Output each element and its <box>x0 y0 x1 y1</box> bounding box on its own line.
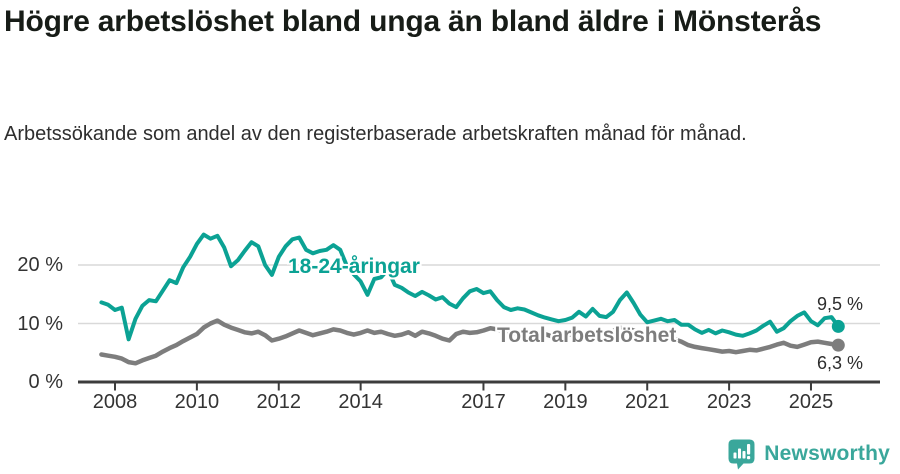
y-axis-tick-label: 10 % <box>17 312 63 335</box>
page-title: Högre arbetslöshet bland unga än bland ä… <box>4 5 822 38</box>
end-value-label-18-24: 9,5 % <box>817 294 864 314</box>
y-axis-tick-label: 0 % <box>28 371 63 393</box>
x-axis-tick-label: 2012 <box>256 391 302 413</box>
x-axis-tick-label: 2017 <box>461 391 506 413</box>
x-axis-tick-label: 2008 <box>92 391 138 413</box>
end-value-label-total: 6,3 % <box>817 353 864 373</box>
x-axis-tick-label: 2010 <box>174 391 220 413</box>
bar-chart-exclamation-icon <box>728 439 755 470</box>
chart-subtitle: Arbetssökande som andel av den registerb… <box>4 123 747 145</box>
series-label-18-24: 18-24-åringar <box>288 255 420 278</box>
x-axis-tick-label: 2025 <box>788 391 834 413</box>
brand-name: Newsworthy <box>764 442 890 465</box>
newsworthy-logo: Newsworthy <box>728 438 890 470</box>
y-axis-tick-label: 20 % <box>17 254 63 276</box>
x-axis-tick-label: 2023 <box>706 391 752 413</box>
x-axis-tick-label: 2021 <box>624 391 670 413</box>
x-axis-tick-label: 2014 <box>338 391 383 413</box>
series-label-total: Total arbetslöshet <box>497 324 677 347</box>
x-axis-tick-label: 2019 <box>543 391 588 413</box>
